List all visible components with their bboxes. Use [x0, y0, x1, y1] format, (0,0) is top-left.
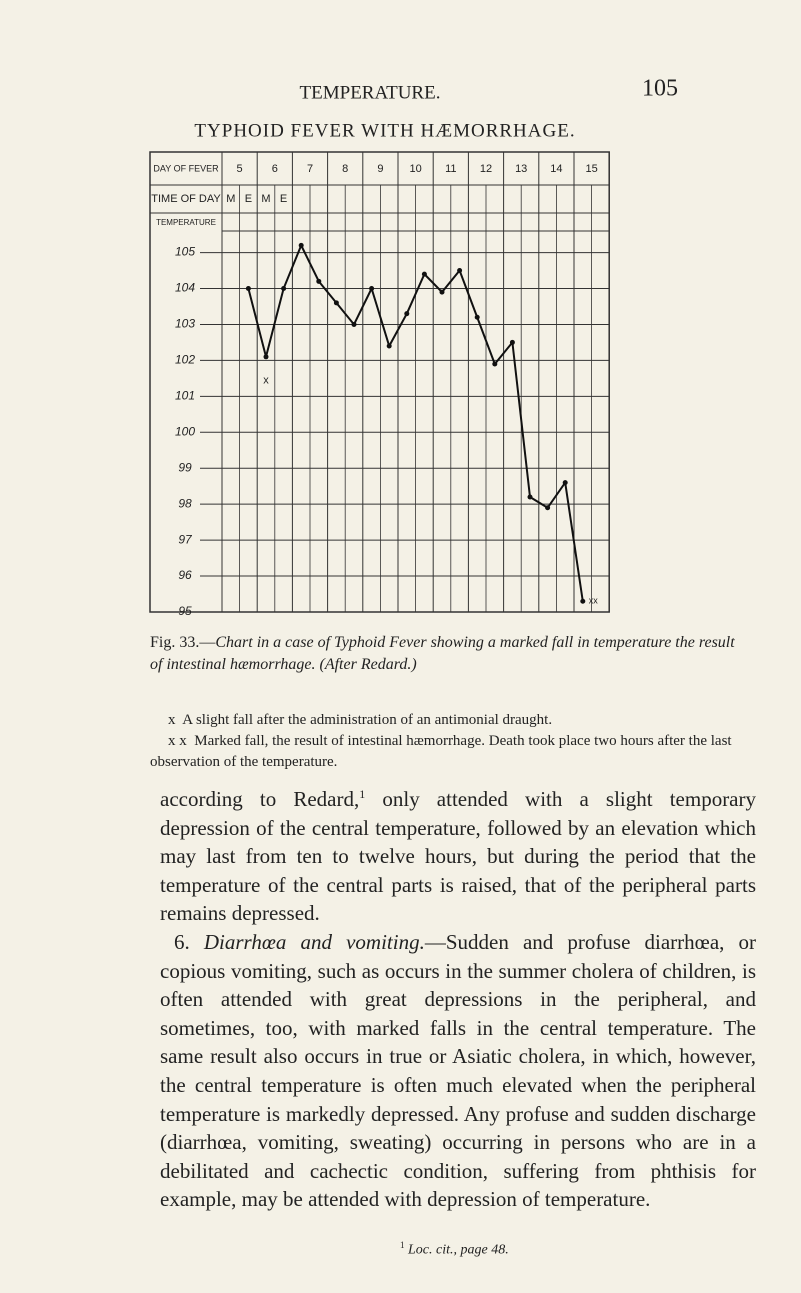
- day-label: 5: [237, 163, 243, 175]
- data-point: [421, 271, 427, 277]
- footnote: 1 Loc. cit., page 48.: [400, 1240, 509, 1259]
- y-tick-label: 103: [175, 317, 195, 331]
- y-tick-label: 95: [178, 604, 192, 618]
- caption: Fig. 33.—Chart in a case of Typhoid Feve…: [150, 632, 750, 676]
- data-point: [562, 480, 568, 486]
- data-point: [527, 494, 533, 500]
- footnote-text: Loc. cit., page 48.: [408, 1242, 509, 1258]
- data-point: [245, 286, 251, 292]
- y-tick-label: 97: [178, 532, 193, 546]
- data-point: [281, 286, 287, 292]
- time-label: M: [226, 193, 235, 205]
- day-label: 8: [342, 163, 348, 175]
- day-label: 14: [550, 163, 562, 175]
- day-label: 6: [272, 163, 278, 175]
- time-label: E: [245, 193, 252, 205]
- chart-title: TYPHOID FEVER WITH HÆMORRHAGE.: [194, 120, 575, 141]
- note-marker: x: [168, 712, 176, 728]
- data-point: [492, 361, 498, 367]
- data-point: [404, 311, 410, 317]
- chart: TEMPERATURE. 105 TYPHOID FEVER WITH HÆMO…: [149, 76, 678, 618]
- text: 6.: [174, 929, 204, 954]
- text: —Sudden and profuse diarrhœa, or copious…: [160, 929, 757, 1212]
- data-point: [298, 242, 304, 248]
- day-label: 7: [307, 163, 313, 175]
- text: only attended with a slight temporary de…: [160, 787, 756, 926]
- y-tick-label: 98: [178, 496, 192, 510]
- body-text: according to Redard,1 only attended with…: [160, 780, 756, 1214]
- day-label: 9: [377, 163, 383, 175]
- data-point: [474, 314, 480, 320]
- temperature-line: [247, 242, 584, 602]
- chart-frame: [149, 151, 610, 613]
- note-marker: x x: [168, 733, 187, 749]
- day-label: 10: [409, 163, 421, 175]
- data-point: [386, 343, 392, 349]
- heading: Diarrhœa and vomiting.: [203, 929, 425, 954]
- annotation: x: [263, 375, 269, 387]
- day-label: 11: [445, 163, 456, 175]
- note: x A slight fall after the administration…: [168, 710, 768, 731]
- time-label: M: [261, 193, 270, 205]
- data-point: [457, 268, 463, 274]
- note-text: Marked fall, the result of intestinal hæ…: [150, 733, 732, 770]
- data-point: [439, 289, 445, 295]
- y-tick-label: 99: [178, 460, 192, 474]
- y-tick-label: 102: [175, 353, 195, 367]
- annotation: xx: [589, 596, 599, 606]
- data-point: [545, 505, 551, 511]
- paragraph: according to Redard,1 only attended with…: [160, 780, 756, 928]
- footnote-marker: 1: [400, 1240, 405, 1250]
- note: x x Marked fall, the result of intestina…: [150, 731, 750, 773]
- data-point: [580, 598, 586, 604]
- row-label: TIME OF DAY: [151, 193, 221, 205]
- caption-text: Chart in a case of Typhoid Fever showing…: [150, 634, 735, 673]
- data-point: [333, 300, 339, 306]
- y-tick-label: 105: [175, 245, 195, 259]
- page-number: 105: [642, 76, 678, 102]
- y-tick-label: 104: [175, 281, 195, 295]
- data-point: [316, 278, 322, 284]
- footnote-ref: 1: [359, 787, 366, 801]
- row-label: DAY OF FEVER: [153, 163, 219, 173]
- y-tick-label: 96: [178, 568, 192, 582]
- data-point: [351, 321, 357, 327]
- y-tick-label: 101: [175, 389, 195, 403]
- text: according to Redard,: [160, 787, 360, 811]
- data-point: [509, 339, 515, 345]
- y-tick-label: 100: [175, 424, 195, 438]
- paragraph: 6. Diarrhœa and vomiting.—Sudden and pro…: [160, 928, 756, 1214]
- data-point: [263, 354, 269, 360]
- day-label: 12: [480, 163, 492, 175]
- running-title: TEMPERATURE.: [300, 82, 441, 103]
- note-text: A slight fall after the administration o…: [182, 712, 553, 728]
- caption-label: Fig. 33.—: [150, 634, 216, 651]
- day-label: 15: [585, 163, 597, 175]
- time-label: E: [280, 193, 287, 205]
- row-label: TEMPERATURE: [156, 218, 216, 227]
- data-point: [369, 286, 375, 292]
- day-label: 13: [515, 163, 527, 175]
